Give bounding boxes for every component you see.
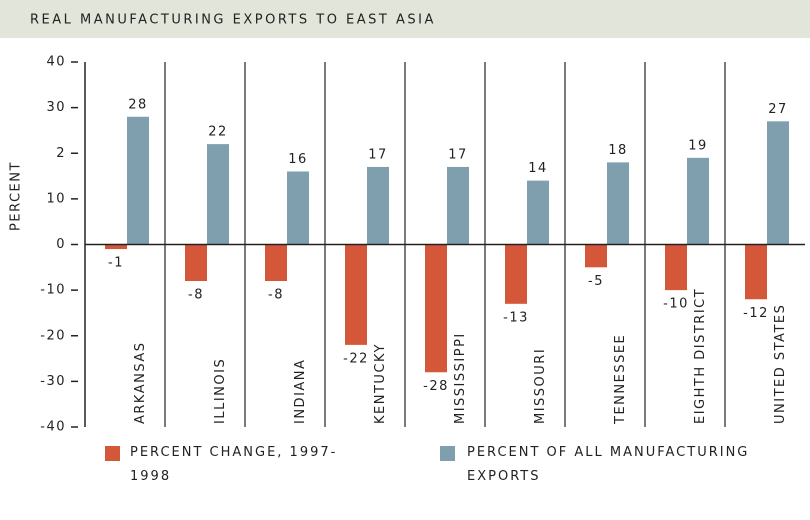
bar: [185, 244, 207, 281]
y-tick-label: 0: [56, 237, 66, 252]
bar: [745, 244, 767, 300]
bar: [425, 244, 447, 373]
bar: [345, 244, 367, 345]
legend-label: PERCENT OF ALL MANUFACTURING EXPORTS: [467, 445, 750, 484]
bar: [207, 144, 229, 245]
data-label: 27: [768, 102, 788, 117]
y-tick-label: 40: [46, 55, 66, 70]
y-tick-label: -10: [40, 283, 66, 298]
bar: [527, 180, 549, 245]
x-tick-label: TENNESSEE: [613, 333, 628, 424]
data-label: -8: [188, 288, 204, 303]
legend-swatch: [440, 446, 455, 461]
chart-title: REAL MANUFACTURING EXPORTS TO EAST ASIA: [30, 13, 436, 28]
bar: [127, 116, 149, 245]
legend-swatch: [105, 446, 120, 461]
y-axis-label: PERCENT: [9, 161, 24, 231]
data-label: -10: [663, 297, 689, 312]
y-tick-label: 30: [46, 100, 66, 115]
bar: [105, 244, 127, 250]
bar: [447, 166, 469, 245]
data-label: -5: [588, 274, 604, 289]
legend-label: PERCENT CHANGE, 1997-1998: [130, 445, 338, 484]
y-tick-label: -20: [40, 328, 66, 343]
x-tick-label: ARKANSAS: [133, 341, 148, 424]
data-label: -8: [268, 288, 284, 303]
bar: [505, 244, 527, 304]
bar: [585, 244, 607, 268]
bar: [265, 244, 287, 281]
bar: [767, 121, 789, 245]
y-tick-label: 10: [46, 191, 66, 206]
bar: [665, 244, 687, 291]
x-tick-label: UNITED STATES: [773, 303, 788, 424]
data-label: -1: [108, 256, 124, 271]
y-tick-label: 2: [56, 146, 66, 161]
data-label: -12: [743, 306, 769, 321]
data-label: 19: [688, 138, 708, 153]
x-tick-label: EIGHTH DISTRICT: [693, 287, 708, 424]
bar: [367, 166, 389, 245]
data-label: -28: [423, 379, 449, 394]
data-label: 28: [128, 97, 148, 112]
y-tick-label: -40: [40, 420, 66, 435]
title-band: [0, 0, 810, 38]
data-label: -13: [503, 310, 529, 325]
data-label: 17: [448, 147, 468, 162]
bar: [687, 157, 709, 245]
data-label: 16: [288, 152, 308, 167]
data-label: 22: [208, 125, 228, 140]
data-label: 14: [528, 161, 548, 176]
x-tick-label: KENTUCKY: [373, 343, 388, 424]
bar: [607, 162, 629, 245]
y-tick-label: -30: [40, 374, 66, 389]
data-label: -22: [343, 351, 369, 366]
x-tick-label: MISSOURI: [533, 347, 548, 424]
x-tick-label: INDIANA: [293, 358, 308, 424]
data-label: 17: [368, 147, 388, 162]
x-tick-label: ILLINOIS: [213, 357, 228, 424]
x-tick-label: MISSISSIPPI: [453, 332, 468, 424]
data-label: 18: [608, 143, 628, 158]
bar: [287, 171, 309, 245]
